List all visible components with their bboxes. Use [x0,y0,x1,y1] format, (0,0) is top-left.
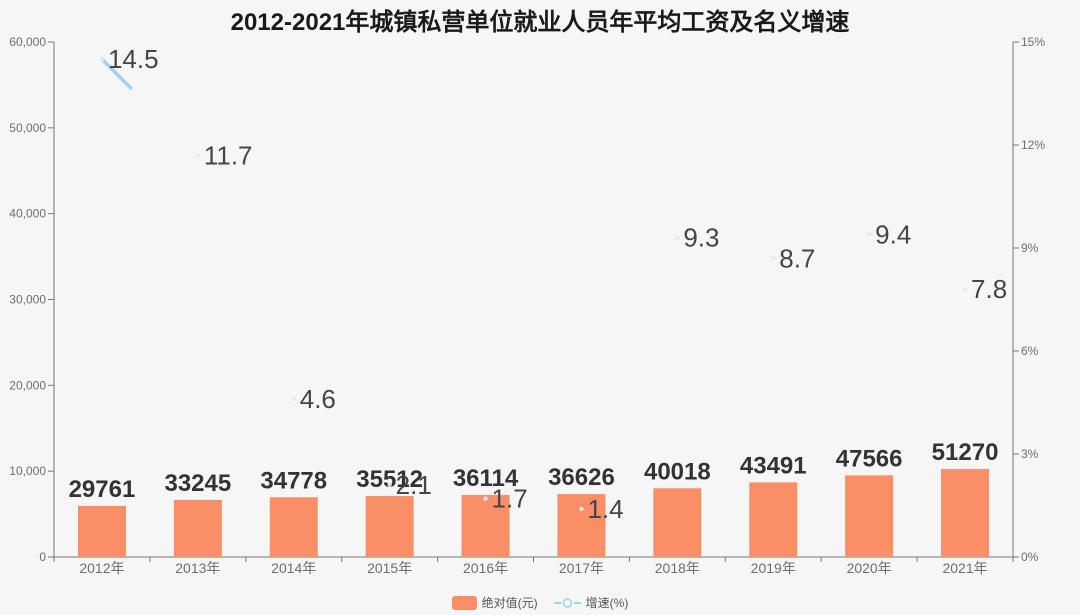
chart-legend: 绝对值(元) 增速(%) [0,594,1080,611]
rate-label: 1.4 [587,494,623,524]
line-marker [195,153,201,158]
bar[interactable] [269,497,318,557]
x-axis-category-label: 2020年 [847,560,892,576]
bar-value-label: 51270 [932,439,999,466]
x-axis-category-label: 2016年 [463,560,508,576]
x-axis-category-label: 2012年 [79,560,124,576]
rate-label: 14.5 [108,44,159,74]
right-axis-tick-label: 0% [1021,550,1039,564]
line-marker [771,256,776,261]
rate-label: 11.7 [204,140,253,170]
line-swatch-icon [553,597,581,608]
rate-label: 9.4 [875,219,911,249]
x-axis-category-label: 2013年 [175,560,220,576]
right-axis-tick-label: 9% [1021,241,1039,255]
bar[interactable] [941,468,990,557]
bar[interactable] [173,499,222,557]
line-marker [962,287,968,292]
right-axis-tick-label: 12% [1021,138,1045,152]
legend-label: 绝对值(元) [481,596,538,610]
chart-plot[interactable]: 0 10,000 20,000 30,000 40,000 50,000 60,000 0% 3… [0,0,1080,588]
line-marker [579,506,584,512]
line-marker [866,232,872,237]
left-axis-tick-label: 10,000 [9,464,46,478]
bar[interactable] [77,505,126,557]
right-axis-tick-label: 3% [1021,447,1039,461]
x-axis-category-label: 2021年 [942,560,987,576]
bar-value-label: 47566 [836,445,903,472]
growth-line-segment [100,57,133,90]
bar-value-label: 29761 [69,476,136,503]
bar-value-label: 35512 [356,466,423,493]
bar[interactable] [749,482,798,557]
x-axis-category-label: 2018年 [655,560,700,576]
bar-value-label: 36114 [453,465,519,492]
x-axis-category-label: 2015年 [367,560,412,576]
bar[interactable] [365,496,414,557]
chart-title: 2012-2021年城镇私营单位就业人员年平均工资及名义增速 [230,9,850,36]
legend-item-absolute-value[interactable]: 绝对值(元) [451,594,538,611]
x-axis-category-label: 2014年 [271,560,316,576]
left-axis-tick-label: 60,000 [9,35,46,49]
rate-label: 1.7 [492,484,528,514]
bar-value-label: 43491 [740,452,807,479]
left-axis-tick-label: 50,000 [9,121,46,135]
right-axis-tick-label: 15% [1021,35,1045,49]
legend-item-growth-rate[interactable]: 增速(%) [553,594,629,611]
rate-label: 4.6 [300,384,336,414]
legend-label: 增速(%) [585,596,629,610]
bar-value-label: 40018 [644,458,711,485]
right-axis-tick-label: 6% [1021,344,1039,358]
rate-label: 9.3 [683,223,719,253]
left-axis-tick-label: 0 [39,550,46,564]
line-marker [675,235,680,240]
bar-value-label: 34778 [260,467,327,494]
bar-value-label: 36626 [548,464,615,491]
rate-label: 2.1 [396,470,432,500]
line-marker [483,496,488,501]
line-marker [291,396,296,402]
line-marker [99,56,105,62]
left-axis-tick-label: 40,000 [9,207,46,221]
bar[interactable] [653,488,702,557]
line-marker [387,482,392,488]
left-axis-tick-label: 30,000 [9,293,46,307]
rate-label: 8.7 [779,243,815,273]
bar[interactable] [461,495,510,557]
x-axis-category-label: 2017年 [559,560,604,576]
bar-swatch-icon [451,595,477,610]
rate-label: 7.8 [971,274,1007,304]
left-axis-tick-label: 20,000 [9,378,46,392]
bar-value-label: 33245 [164,470,231,497]
bar[interactable] [557,494,606,557]
bar[interactable] [845,475,894,557]
x-axis-category-label: 2019年 [751,560,796,576]
